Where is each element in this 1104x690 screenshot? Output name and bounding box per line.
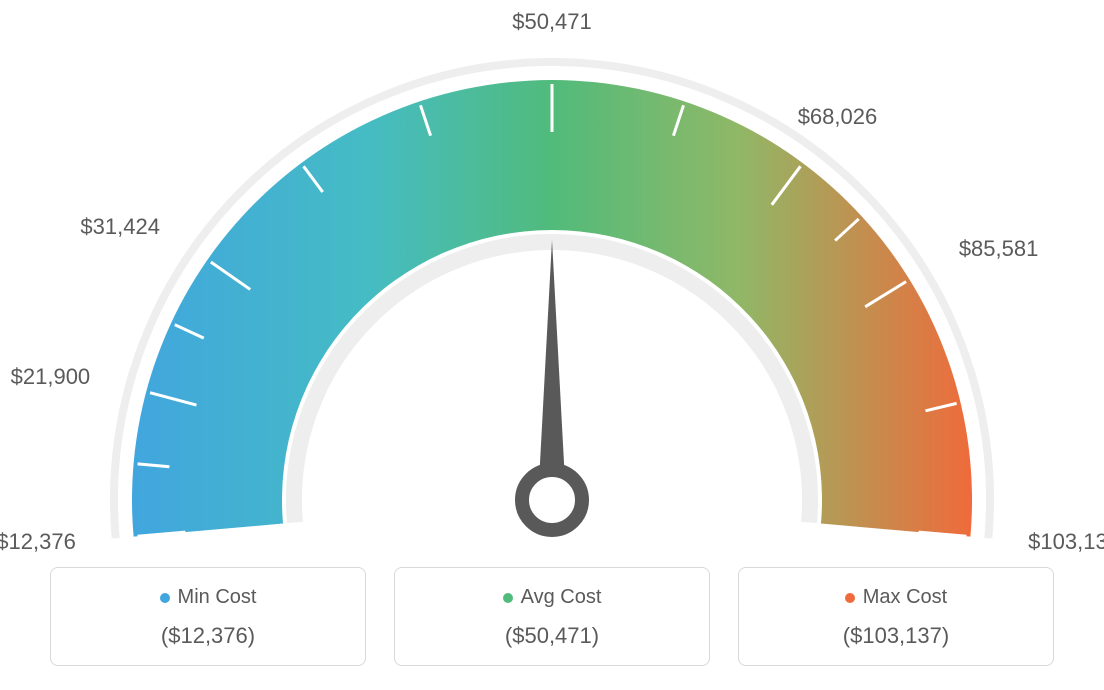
- legend-label: Min Cost: [178, 586, 257, 609]
- legend-value-max: ($103,137): [749, 623, 1043, 649]
- legend-label: Avg Cost: [521, 586, 602, 609]
- legend-label: Max Cost: [863, 586, 947, 609]
- dot-icon: [503, 593, 513, 603]
- legend-row: Min Cost ($12,376) Avg Cost ($50,471) Ma…: [50, 567, 1054, 666]
- cost-gauge: $12,376 $21,900 $31,424 $50,471 $68,026 $85,5…: [0, 0, 1104, 560]
- gauge-value-label: $85,581: [959, 236, 1039, 262]
- gauge-value-label: $50,471: [512, 9, 592, 35]
- gauge-value-label: $21,900: [11, 364, 91, 390]
- legend-value-min: ($12,376): [61, 623, 355, 649]
- gauge-value-label: $103,137: [1028, 529, 1104, 555]
- legend-card-min: Min Cost ($12,376): [50, 567, 366, 666]
- gauge-value-label: $31,424: [80, 214, 160, 240]
- legend-value-avg: ($50,471): [405, 623, 699, 649]
- legend-card-max: Max Cost ($103,137): [738, 567, 1054, 666]
- gauge-svg: [0, 0, 1104, 560]
- dot-icon: [845, 593, 855, 603]
- gauge-value-label: $12,376: [0, 529, 76, 555]
- legend-title-max: Max Cost: [845, 586, 947, 609]
- dot-icon: [160, 593, 170, 603]
- legend-title-min: Min Cost: [160, 586, 257, 609]
- legend-title-avg: Avg Cost: [503, 586, 602, 609]
- legend-card-avg: Avg Cost ($50,471): [394, 567, 710, 666]
- gauge-value-label: $68,026: [798, 104, 878, 130]
